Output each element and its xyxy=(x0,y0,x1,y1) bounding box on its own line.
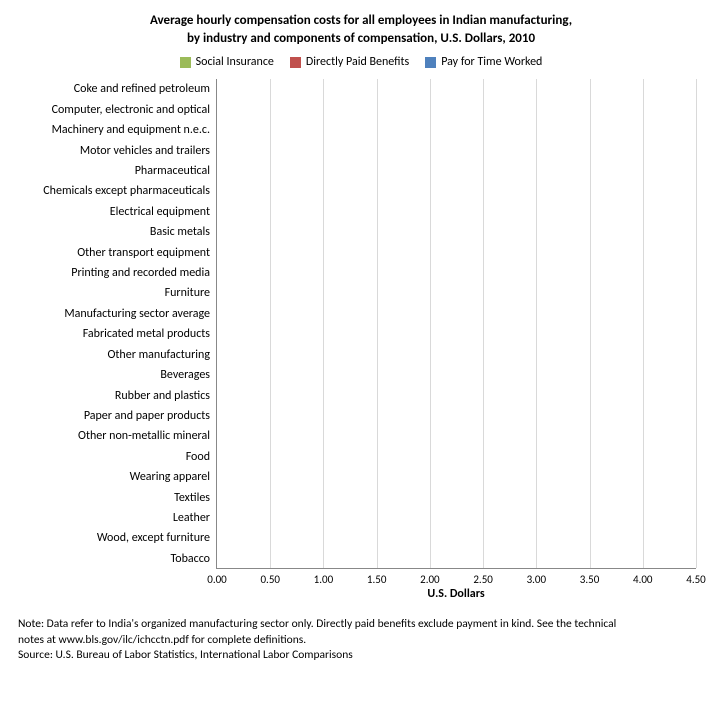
category-label: Wood, except furniture xyxy=(18,532,210,544)
grid-line xyxy=(536,79,537,568)
grid-line xyxy=(483,79,484,568)
legend: Social Insurance Directly Paid Benefits Pa… xyxy=(18,55,704,69)
x-tick-label: 4.00 xyxy=(633,573,653,586)
chart-area: Coke and refined petroleum Computer, elec… xyxy=(18,79,704,599)
category-label: Manufacturing sector average xyxy=(18,308,210,320)
legend-item: Pay for Time Worked xyxy=(425,55,542,69)
category-label: Wearing apparel xyxy=(18,471,210,483)
x-tick-label: 3.50 xyxy=(580,573,600,586)
category-label: Food xyxy=(18,451,210,463)
category-label: Fabricated metal products xyxy=(18,328,210,340)
title-line-1: Average hourly compensation costs for al… xyxy=(150,13,572,28)
category-label: Rubber and plastics xyxy=(18,390,210,402)
category-label: Basic metals xyxy=(18,226,210,238)
x-tick-label: 2.50 xyxy=(473,573,493,586)
legend-swatch xyxy=(290,57,301,68)
category-label: Computer, electronic and optical xyxy=(18,104,210,116)
category-label: Chemicals except pharmaceuticals xyxy=(18,185,210,197)
plot-region: 0.000.501.001.502.002.503.003.504.004.50 xyxy=(216,79,696,569)
category-label: Other non-metallic mineral xyxy=(18,430,210,442)
category-label: Other manufacturing xyxy=(18,349,210,361)
legend-item: Directly Paid Benefits xyxy=(290,55,409,69)
note-line-2: notes at www.bls.gov/ilc/ichcctn.pdf for… xyxy=(18,633,306,647)
legend-swatch xyxy=(180,57,191,68)
grid-line xyxy=(696,79,697,568)
note-line-1: Note: Data refer to India's organized ma… xyxy=(18,617,616,631)
grid-line xyxy=(270,79,271,568)
category-label: Furniture xyxy=(18,287,210,299)
x-tick-label: 2.00 xyxy=(420,573,440,586)
grid-line xyxy=(377,79,378,568)
category-label: Motor vehicles and trailers xyxy=(18,145,210,157)
x-tick-label: 4.50 xyxy=(686,573,706,586)
legend-item: Social Insurance xyxy=(180,55,274,69)
legend-label: Social Insurance xyxy=(196,55,274,69)
category-label: Electrical equipment xyxy=(18,206,210,218)
category-label: Other transport equipment xyxy=(18,247,210,259)
category-label: Paper and paper products xyxy=(18,410,210,422)
grid-line xyxy=(430,79,431,568)
x-tick-label: 0.00 xyxy=(207,573,227,586)
x-tick-label: 1.00 xyxy=(314,573,334,586)
category-label: Leather xyxy=(18,512,210,524)
legend-label: Directly Paid Benefits xyxy=(306,55,409,69)
x-tick-label: 3.00 xyxy=(527,573,547,586)
x-tick-label: 1.50 xyxy=(367,573,387,586)
chart-title: Average hourly compensation costs for al… xyxy=(18,12,704,47)
category-label: Beverages xyxy=(18,369,210,381)
category-label: Coke and refined petroleum xyxy=(18,83,210,95)
category-label: Pharmaceutical xyxy=(18,165,210,177)
legend-swatch xyxy=(425,57,436,68)
category-label: Machinery and equipment n.e.c. xyxy=(18,124,210,136)
grid-line xyxy=(643,79,644,568)
x-axis-title: U.S. Dollars xyxy=(216,587,696,601)
note-line-3: Source: U.S. Bureau of Labor Statistics,… xyxy=(18,648,353,662)
legend-label: Pay for Time Worked xyxy=(441,55,542,69)
category-label: Printing and recorded media xyxy=(18,267,210,279)
footnotes: Note: Data refer to India's organized ma… xyxy=(18,617,704,664)
category-label: Tobacco xyxy=(18,553,210,565)
x-tick-label: 0.50 xyxy=(260,573,280,586)
category-labels-column: Coke and refined petroleum Computer, elec… xyxy=(18,79,216,569)
title-line-2: by industry and components of compensati… xyxy=(187,31,535,46)
category-label: Textiles xyxy=(18,492,210,504)
grid-line xyxy=(590,79,591,568)
grid-line xyxy=(323,79,324,568)
